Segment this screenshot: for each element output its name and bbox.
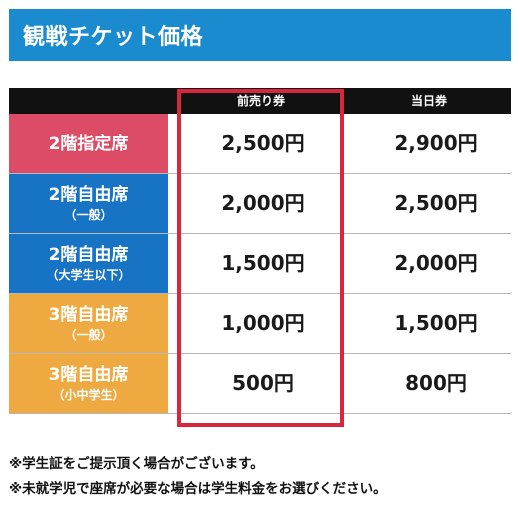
note-line: ※未就学児で座席が必要な場合は学生料金をお選びください。 [9, 481, 387, 497]
category-cell: 2階自由席 （大学生以下） [9, 234, 168, 293]
advance-price: 500円 [232, 371, 294, 395]
category-sublabel: （大学生以下） [46, 267, 131, 282]
category-cell: 2階自由席 （一般） [9, 174, 168, 233]
category-label: 3階自由席 [48, 304, 129, 325]
category-cell: 3階自由席 （小中学生） [9, 354, 168, 413]
header-same-day: 当日券 [410, 94, 447, 108]
advance-price: 2,500円 [221, 131, 305, 155]
page-title-bar: 観戦チケット価格 [9, 9, 511, 61]
category-sublabel: （一般） [64, 207, 113, 222]
category-cell: 2階指定席 [9, 114, 168, 173]
category-label: 2階自由席 [48, 184, 129, 205]
category-sublabel: （一般） [64, 327, 113, 342]
advance-price: 1,500円 [221, 251, 305, 275]
category-sublabel: （小中学生） [52, 387, 125, 402]
table-row: 2階自由席 （一般） 2,000円 2,500円 [9, 174, 511, 234]
category-label: 2階指定席 [48, 133, 129, 154]
table-row: 2階自由席 （大学生以下） 1,500円 2,000円 [9, 234, 511, 294]
same-day-price: 800円 [405, 371, 467, 395]
table-row: 3階自由席 （一般） 1,000円 1,500円 [9, 294, 511, 354]
category-label: 3階自由席 [48, 364, 129, 385]
category-cell: 3階自由席 （一般） [9, 294, 168, 353]
notes: ※学生証をご提示頂く場合がございます。 ※未就学児で座席が必要な場合は学生料金を… [9, 452, 514, 502]
category-label: 2階自由席 [48, 244, 129, 265]
note-line: ※学生証をご提示頂く場合がございます。 [9, 456, 264, 472]
table-row: 3階自由席 （小中学生） 500円 800円 [9, 354, 511, 414]
page-title: 観戦チケット価格 [23, 25, 204, 50]
table-header: 前売り券 当日券 [9, 88, 511, 114]
same-day-price: 2,500円 [394, 191, 478, 215]
header-advance: 前売り券 [236, 94, 285, 108]
same-day-price: 2,900円 [394, 131, 478, 155]
same-day-price: 1,500円 [394, 311, 478, 335]
same-day-price: 2,000円 [394, 251, 478, 275]
advance-price: 1,000円 [221, 311, 305, 335]
table-row: 2階指定席 2,500円 2,900円 [9, 114, 511, 174]
advance-price: 2,000円 [221, 191, 305, 215]
